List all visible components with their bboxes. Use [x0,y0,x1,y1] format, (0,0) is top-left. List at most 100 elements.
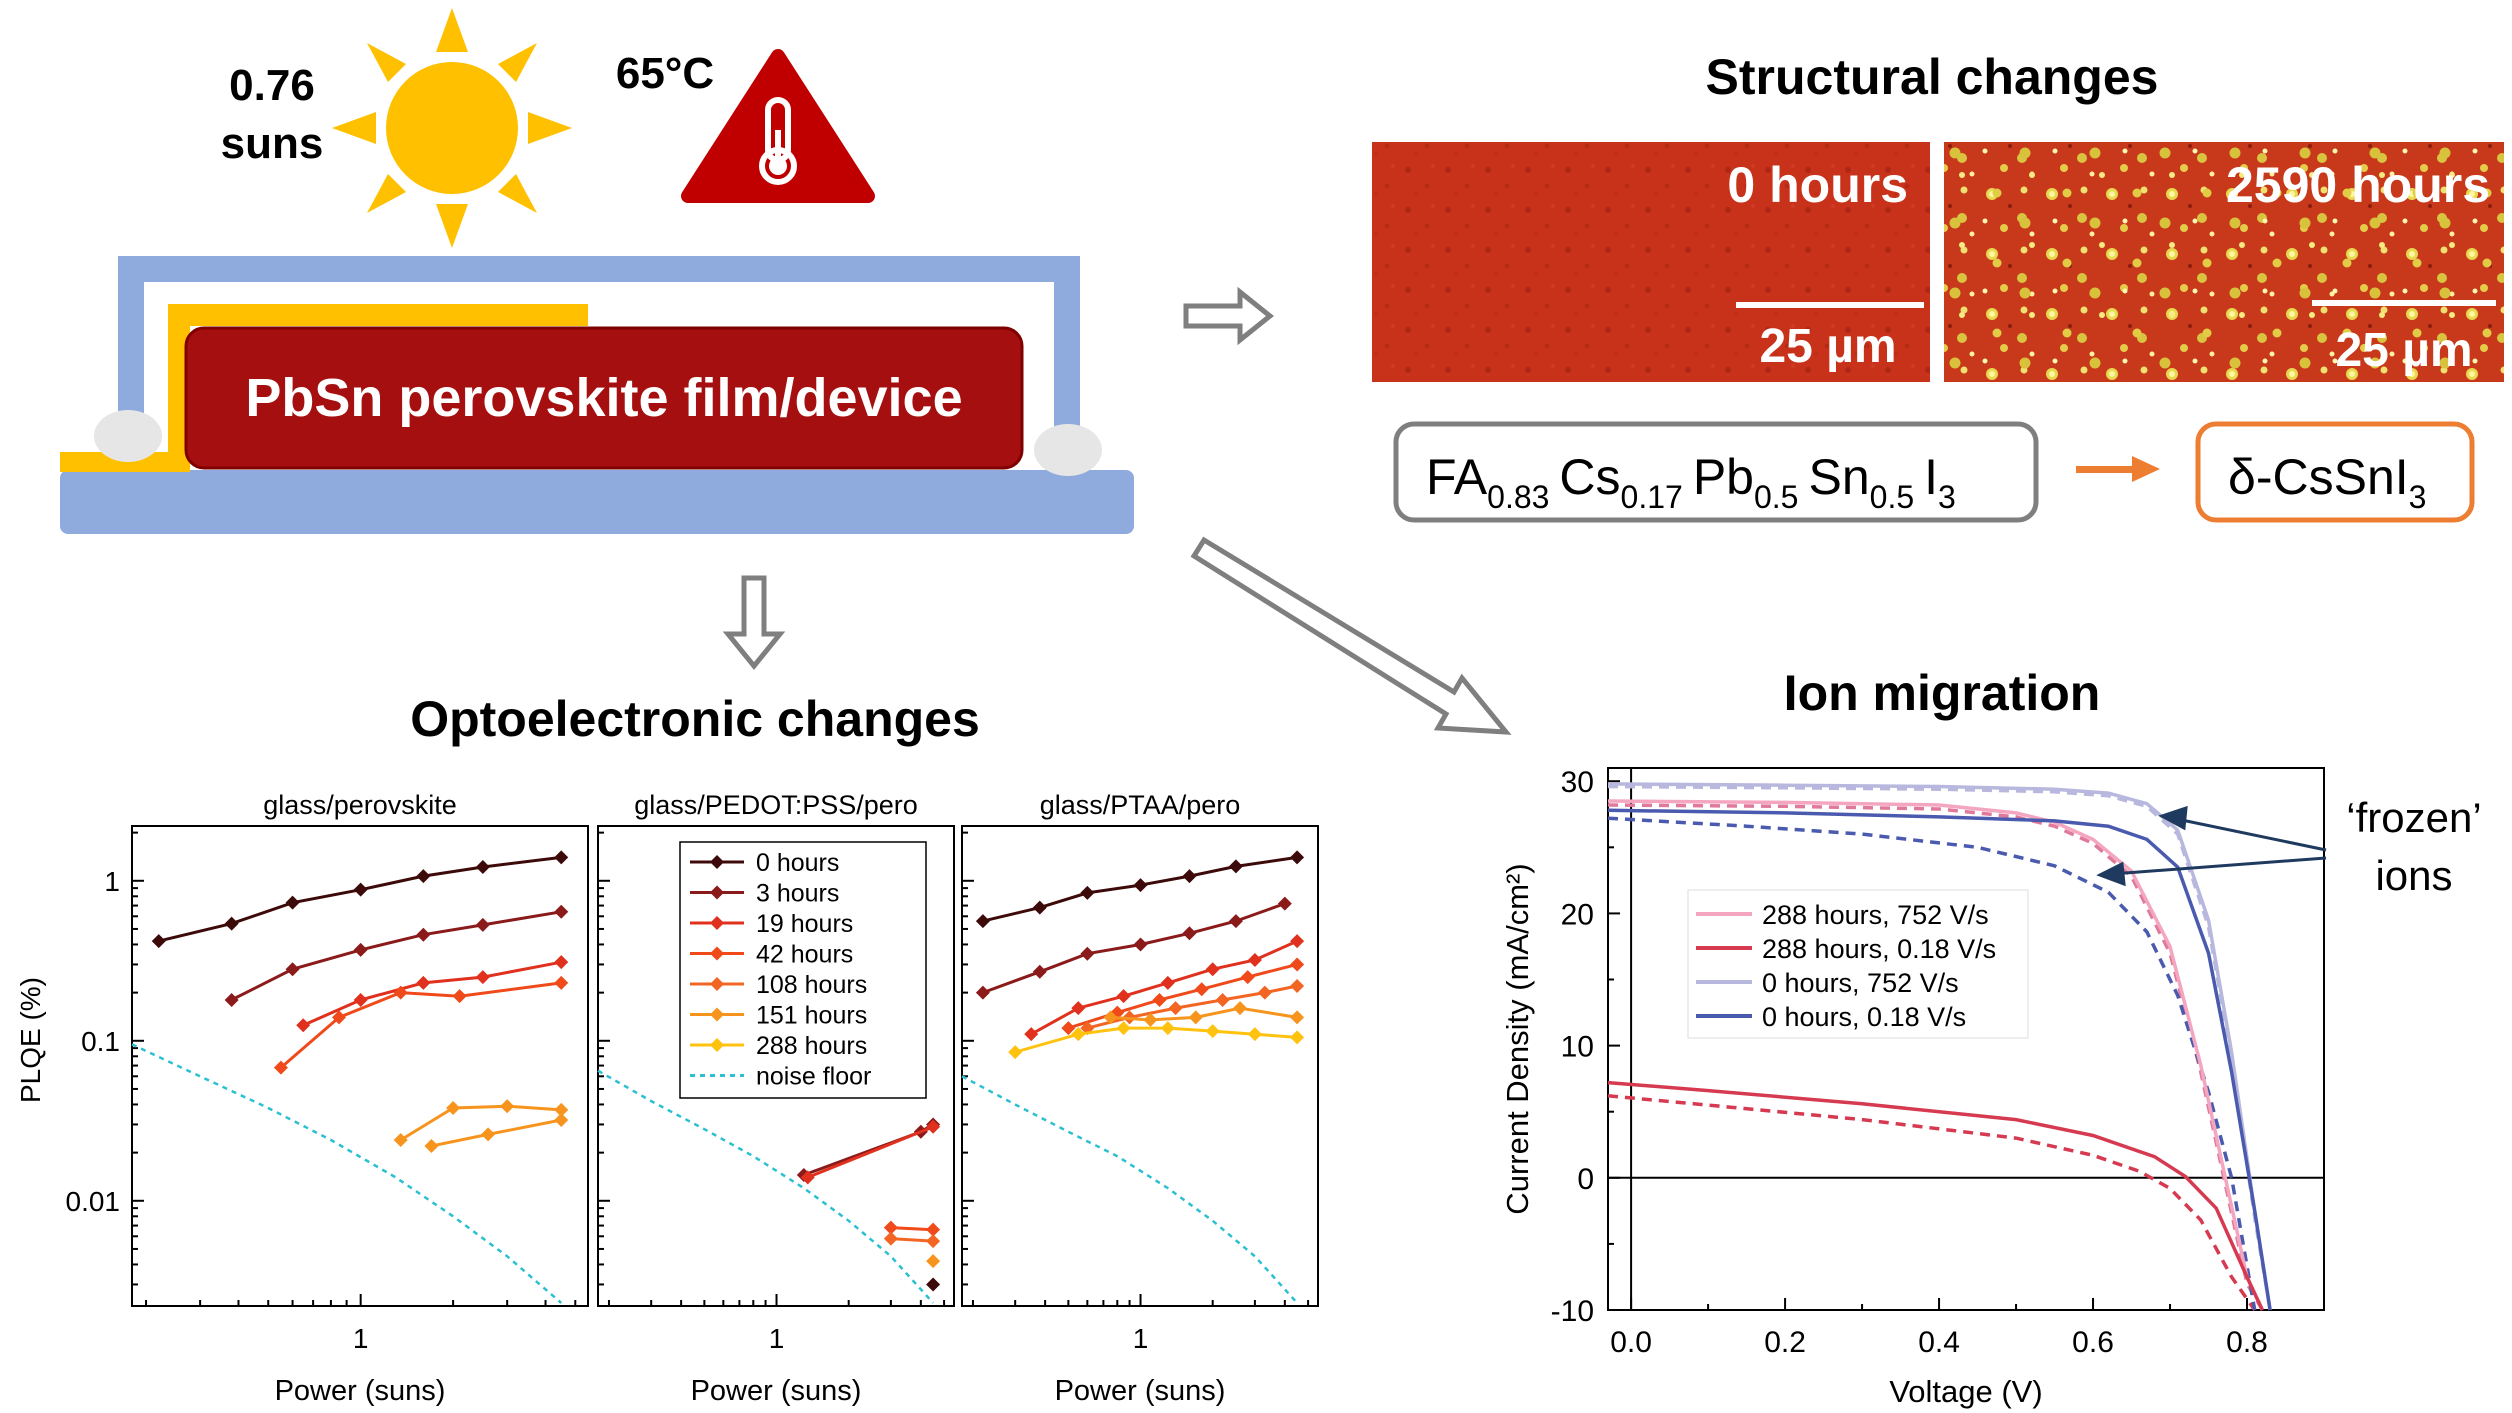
x-tick-label: 0.6 [2072,1326,2114,1359]
data-point [452,989,467,1004]
data-point [1061,1021,1076,1036]
data-point [331,1010,346,1025]
legend-item-288-hours-0-18-v-s: 288 hours, 0.18 V/s [1696,934,1996,964]
electrode-contact [60,452,190,472]
plqe-panel-2: glass/PEDOT:PSS/pero 1 Power (suns) 0 hours… [597,790,955,1407]
panel-title: glass/perovskite [263,790,457,820]
data-point [1228,859,1243,874]
series-line [597,1069,935,1304]
data-point [151,934,166,949]
panel-title: glass/PEDOT:PSS/pero [634,790,918,820]
data-point [1024,1027,1039,1042]
y-tick-label: 30 [1561,766,1594,799]
data-point [416,927,431,942]
x-tick-label: 1 [769,1323,785,1354]
curve-288-hours-752-v-s [1607,799,2264,1311]
micrograph-0-hours: 0 hours 25 µm [1372,142,1930,382]
legend-item-288-hours-752-v-s: 288 hours, 752 V/s [1696,900,1989,930]
legend-marker [710,1038,724,1052]
encapsulated-device: PbSn perovskite film/device [60,256,1134,534]
dashed-curve-288-hours-0-18-v-s-reverse [1607,1094,2257,1312]
y-axis-label: Current Density (mA/cm²) [1500,863,1535,1214]
legend-item-288-hours: 288 hours [690,1032,867,1060]
data-point [353,882,368,897]
series-line [230,910,562,1002]
perovskite-film [184,326,1024,470]
data-point [1277,896,1292,911]
legend-label: 0 hours, 752 V/s [1762,968,1959,998]
data-point [1008,1045,1023,1060]
data-point [1071,1001,1086,1016]
curve-288-hours-0-18-v-s [1607,1080,2264,1311]
data-point [296,1018,311,1033]
scalebar-line-left [1736,302,1924,308]
series-288-hours [1008,1021,1305,1060]
annotation-arrow-lower [2111,856,2327,876]
y-tick-label: -10 [1551,1295,1594,1328]
data-point [1194,982,1209,997]
frozen-ions-annotation: ‘frozen’ ions [2096,794,2482,899]
data-point [1160,1021,1175,1036]
legend-label: 19 hours [756,910,853,938]
x-tick-label: 0.0 [1610,1326,1652,1359]
data-point [446,1101,461,1116]
data-point [1290,934,1305,949]
light-intensity-unit: suns [221,119,324,168]
data-point [1103,1010,1118,1025]
legend-label: 151 hours [756,1002,867,1030]
annotation-arrow-upper [2171,816,2327,852]
data-point [1182,926,1197,941]
dashed-curve-0-hours-752-v-s-reverse [1607,784,2272,1311]
legend-marker [710,855,724,869]
optoelectronic-title: Optoelectronic changes [410,691,980,747]
legend-item-3-hours: 3 hours [690,880,839,908]
data-point [1071,1027,1086,1042]
data-point [424,1139,439,1153]
data-point [1290,1030,1305,1045]
data-point [1152,992,1167,1007]
annotation-arrowhead-lower [2096,861,2126,887]
data-point [1215,992,1230,1007]
series-3-hours [224,904,569,1007]
data-point [481,1127,496,1142]
sealant-left [94,410,162,462]
data-point [1188,1010,1203,1025]
data-point [224,916,239,931]
legend-box [679,841,927,1099]
series-42-hours [883,1220,941,1237]
series-line [158,855,562,943]
series-line [431,1118,562,1148]
data-point [926,1222,941,1237]
x-axis-label: Power (suns) [275,1375,446,1407]
annotation-line-1: ‘frozen’ [2346,794,2481,841]
data-point [554,850,569,865]
series-line [1110,1006,1298,1022]
series-line [279,981,562,1069]
sun-icon [332,8,572,248]
scalebar-line-right [2312,300,2496,306]
annotation-arrowhead-upper [2158,805,2188,831]
legend: 288 hours, 752 V/s 288 hours, 0.18 V/s 0 h… [1687,889,2029,1039]
plqe-panel-3: glass/PTAA/pero 1 Power (suns) [961,790,1319,1407]
data-point [926,1277,941,1292]
sealant-right [1034,424,1102,476]
series-noise-floor [597,1069,935,1304]
x-tick-label: 0.2 [1764,1326,1806,1359]
series-0-hours [926,1277,941,1292]
series-151-hours [926,1254,941,1269]
data-point [1116,989,1131,1004]
encapsulation-cover-right [1054,256,1080,456]
data-point [975,914,990,929]
series-noise-floor [131,1043,563,1304]
data-point [1247,1027,1262,1042]
electrode-top [168,304,588,326]
data-point [273,1060,288,1075]
data-point [554,975,569,990]
arrow-to-ion-migration [1190,536,1512,735]
glass-substrate [60,470,1134,534]
series-151-hours [393,1099,569,1147]
data-point [1080,885,1095,900]
data-point [554,955,569,970]
dashed-curve-0-hours-0-18-v-s-reverse [1607,816,2257,1311]
